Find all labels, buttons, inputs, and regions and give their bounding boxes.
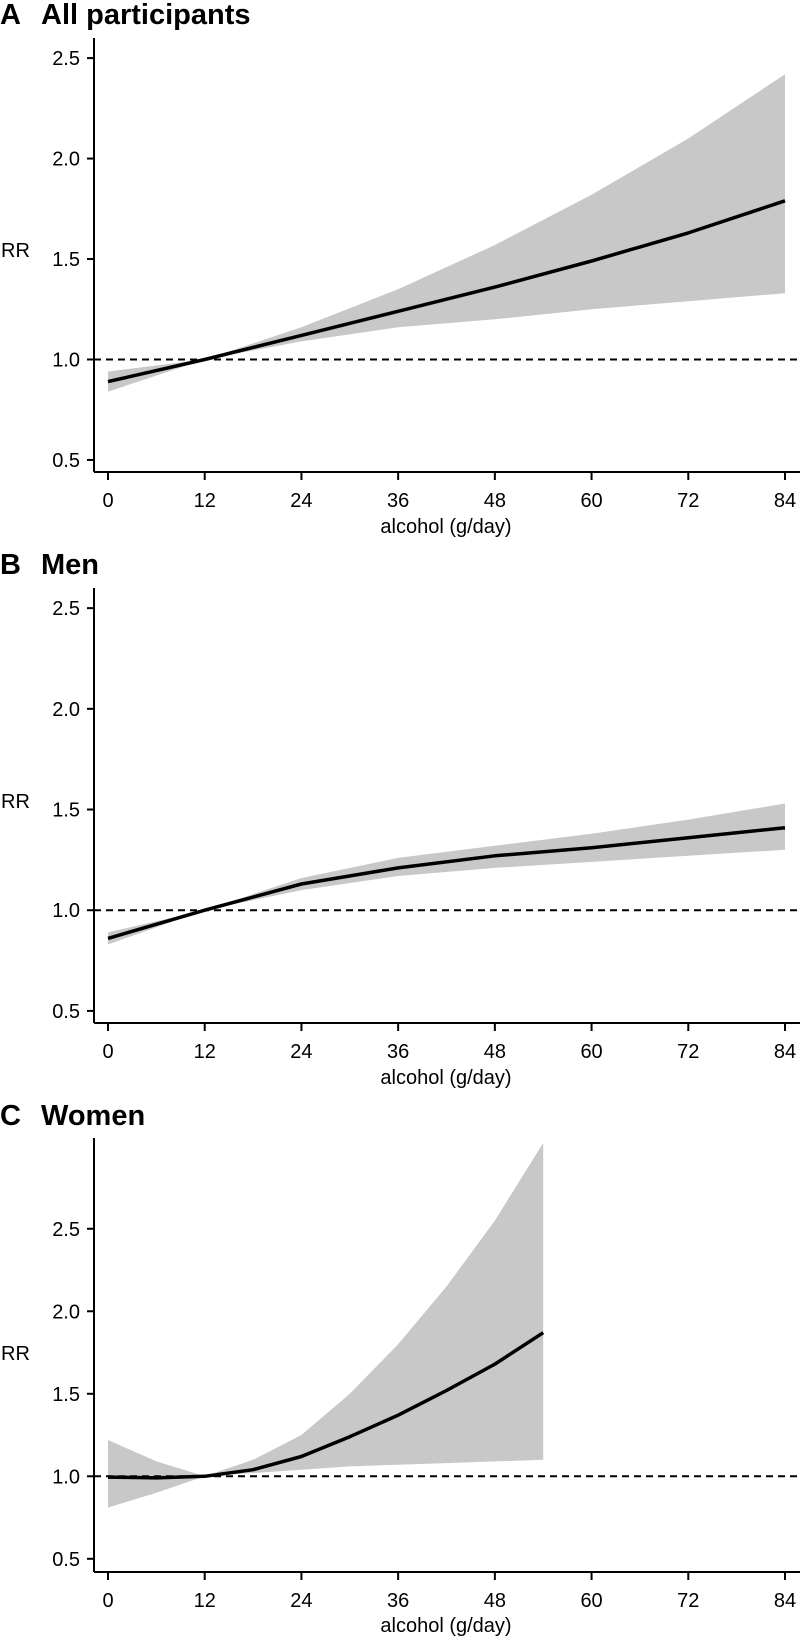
x-tick-label: 0 [102, 1041, 113, 1063]
confidence-band [108, 803, 785, 945]
y-tick-label: 0.5 [52, 1001, 80, 1023]
confidence-band [108, 1143, 544, 1508]
y-axis-label: RR [1, 791, 30, 813]
confidence-band [108, 74, 785, 392]
x-tick-label: 36 [387, 1590, 409, 1612]
x-tick-label: 0 [102, 490, 113, 512]
y-tick-label: 1.0 [52, 1466, 80, 1488]
x-tick-label: 48 [484, 1590, 506, 1612]
x-tick-label: 48 [484, 490, 506, 512]
x-tick-label: 84 [774, 490, 796, 512]
y-tick-label: 2.0 [52, 149, 80, 171]
y-tick-label: 2.5 [52, 598, 80, 620]
y-axis-label: RR [1, 1343, 30, 1365]
x-tick-label: 0 [102, 1590, 113, 1612]
x-tick-label: 36 [387, 1041, 409, 1063]
x-tick-label: 36 [387, 490, 409, 512]
y-tick-label: 2.0 [52, 1301, 80, 1323]
y-tick-label: 1.0 [52, 900, 80, 922]
panel-title: Women [41, 1100, 145, 1132]
panel-letter: C [0, 1100, 21, 1132]
panel-letter: A [0, 0, 21, 31]
y-tick-label: 0.5 [52, 1549, 80, 1571]
panel-letter: B [0, 549, 21, 581]
x-tick-label: 60 [580, 1590, 602, 1612]
x-tick-label: 60 [580, 490, 602, 512]
y-tick-label: 1.0 [52, 349, 80, 371]
y-tick-label: 1.5 [52, 800, 80, 822]
y-tick-label: 2.0 [52, 699, 80, 721]
x-tick-label: 72 [677, 490, 699, 512]
y-tick-label: 1.5 [52, 249, 80, 271]
panel-a: A All participants 0.5 1.0 1.5 2.0 2.5 0 12 24 36 4… [0, 0, 800, 538]
x-axis-label: alcohol (g/day) [380, 1615, 511, 1637]
x-axis-label: alcohol (g/day) [380, 516, 511, 538]
y-tick-label: 2.5 [52, 48, 80, 70]
x-tick-label: 12 [194, 1590, 216, 1612]
panel-title: All participants [41, 0, 251, 31]
x-tick-label: 24 [290, 490, 312, 512]
y-axis-label: RR [1, 240, 30, 262]
rr-line [107, 825, 786, 941]
x-tick-label: 12 [194, 1041, 216, 1063]
x-tick-label: 72 [677, 1041, 699, 1063]
rr-line [107, 199, 786, 384]
panel-title: Men [41, 549, 99, 581]
x-tick-label: 48 [484, 1041, 506, 1063]
x-tick-label: 24 [290, 1590, 312, 1612]
y-tick-label: 0.5 [52, 450, 80, 472]
x-tick-label: 72 [677, 1590, 699, 1612]
x-tick-label: 12 [194, 490, 216, 512]
y-tick-label: 1.5 [52, 1384, 80, 1406]
x-tick-label: 84 [774, 1590, 796, 1612]
x-axis-label: alcohol (g/day) [380, 1067, 511, 1089]
y-tick-label: 2.5 [52, 1219, 80, 1241]
panel-c: C Women 0.5 1.0 1.5 2.0 2.5 0 12 24 36 48 60 72 84 alco… [0, 1100, 800, 1637]
rr-line [107, 1331, 545, 1480]
x-tick-label: 60 [580, 1041, 602, 1063]
x-tick-label: 24 [290, 1041, 312, 1063]
x-tick-label: 84 [774, 1041, 796, 1063]
panel-b: B Men 0.5 1.0 1.5 2.0 2.5 0 12 24 36 48 60 72 84 alcoho… [0, 549, 800, 1089]
